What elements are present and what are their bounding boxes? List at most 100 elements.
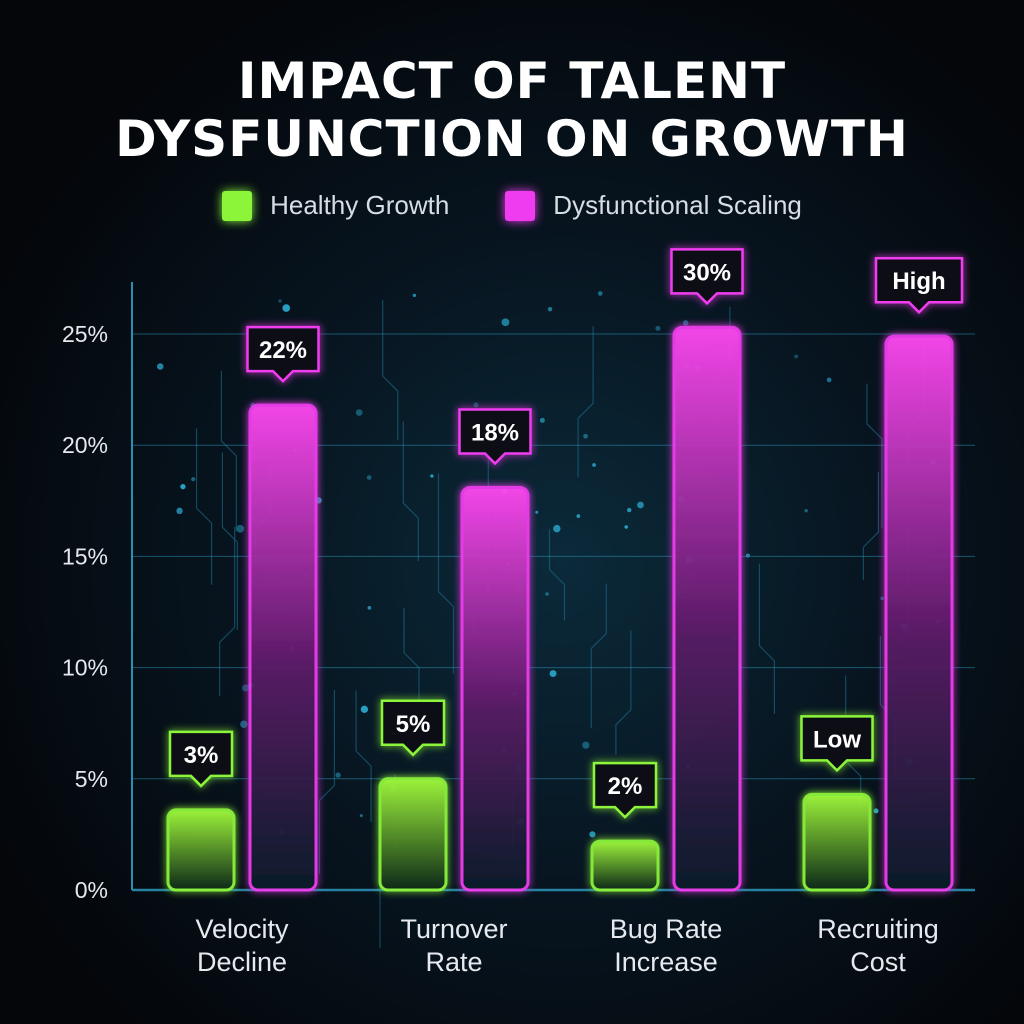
title-line-2: DYSFUNCTION ON GROWTH	[115, 110, 909, 168]
circuit-dot	[655, 325, 661, 331]
circuit-dot	[366, 475, 372, 480]
circuit-dot	[589, 831, 596, 838]
bar-dysfunctional	[672, 325, 742, 892]
circuit-line	[221, 452, 238, 630]
circuit-line	[577, 326, 594, 478]
circuit-line	[548, 529, 566, 621]
circuit-dot	[794, 354, 799, 359]
circuit-dot	[539, 417, 545, 423]
circuit-dot	[553, 524, 561, 533]
circuit-dot	[576, 514, 581, 518]
bar-healthy	[590, 839, 660, 892]
title-line-1: IMPACT OF TALENT	[237, 52, 787, 110]
circuit-dot	[359, 814, 363, 818]
circuit-dot	[412, 293, 417, 298]
circuit-dot	[501, 318, 510, 327]
legend-item-dysfunctional: Dysfunctional Scaling	[505, 190, 802, 221]
circuit-line	[219, 526, 236, 697]
circuit-line	[402, 421, 419, 562]
data-label-bubble	[168, 730, 234, 788]
circuit-line	[195, 428, 213, 585]
y-tick-label: 5%	[75, 766, 108, 792]
circuit-dot	[582, 741, 590, 749]
circuit-dot	[360, 705, 369, 713]
legend-label: Dysfunctional Scaling	[553, 190, 802, 220]
circuit-line	[866, 383, 883, 529]
circuit-dot	[191, 477, 196, 482]
bar-healthy	[378, 777, 448, 892]
data-label-bubble	[458, 408, 532, 466]
circuit-line	[862, 472, 880, 581]
circuit-dot	[549, 670, 557, 678]
circuit-line	[403, 607, 420, 721]
circuit-dot	[176, 507, 183, 515]
bar-dysfunctional	[460, 485, 530, 892]
data-label-bubble	[670, 248, 744, 306]
y-tick-label: 0%	[75, 877, 108, 903]
bar-healthy	[802, 792, 872, 892]
data-label: 5%	[396, 711, 431, 738]
bar-healthy	[166, 808, 236, 892]
x-category-label: Rate	[425, 947, 482, 977]
circuit-dot	[156, 363, 164, 370]
data-label: 30%	[683, 259, 731, 286]
data-label: Low	[813, 726, 861, 753]
y-tick-label: 10%	[62, 655, 108, 681]
circuit-dot	[682, 320, 689, 326]
circuit-dot	[545, 592, 549, 596]
circuit-dot	[473, 402, 479, 408]
bar-dysfunctional	[884, 334, 954, 892]
circuit-line	[590, 583, 607, 729]
data-label-bubble	[874, 256, 964, 314]
chart-title: IMPACT OF TALENT DYSFUNCTION ON GROWTH	[0, 52, 1024, 168]
circuit-line	[318, 690, 335, 875]
circuit-dot	[236, 524, 245, 533]
circuit-line	[355, 690, 372, 822]
data-label: 3%	[184, 742, 219, 769]
circuit-dot	[583, 433, 588, 439]
x-category-label: Turnover	[400, 914, 507, 944]
circuit-dot	[355, 409, 363, 416]
circuit-line	[437, 473, 455, 674]
data-label: 2%	[608, 773, 643, 800]
circuit-dot	[547, 306, 553, 312]
circuit-dot	[745, 553, 750, 558]
legend-item-healthy: Healthy Growth	[222, 190, 449, 221]
circuit-line	[382, 300, 399, 441]
circuit-line	[615, 630, 632, 755]
circuit-dot	[241, 684, 250, 692]
data-label: 18%	[471, 419, 519, 446]
x-category-label: Bug Rate	[610, 914, 723, 944]
circuit-dot	[240, 720, 248, 728]
circuit-dot	[627, 507, 632, 513]
x-category-label: Decline	[197, 947, 287, 977]
circuit-dot	[180, 483, 186, 490]
y-tick-label: 20%	[62, 432, 108, 458]
x-category-label: Recruiting	[817, 914, 939, 944]
data-label: High	[892, 268, 945, 295]
circuit-dot	[592, 463, 596, 467]
circuit-line	[220, 370, 238, 532]
x-category-label: Velocity	[195, 914, 289, 944]
circuit-line	[758, 563, 776, 714]
circuit-dot	[804, 509, 808, 513]
legend-swatch-dysfunctional	[505, 190, 536, 221]
circuit-dot	[335, 772, 341, 778]
circuit-dot	[282, 304, 291, 312]
data-label-bubble	[800, 715, 874, 773]
bar-dysfunctional	[248, 403, 318, 892]
legend-label: Healthy Growth	[270, 190, 450, 220]
legend-swatch-healthy	[222, 190, 253, 221]
y-tick-label: 25%	[62, 321, 108, 347]
circuit-dot	[637, 501, 644, 509]
data-label: 22%	[259, 337, 307, 364]
data-label-bubble	[592, 761, 658, 819]
circuit-dot	[278, 299, 282, 303]
circuit-dot	[430, 474, 434, 478]
circuit-dot	[873, 808, 879, 814]
x-category-label: Increase	[614, 947, 718, 977]
data-label-bubble	[380, 699, 446, 757]
circuit-dot	[624, 525, 628, 529]
